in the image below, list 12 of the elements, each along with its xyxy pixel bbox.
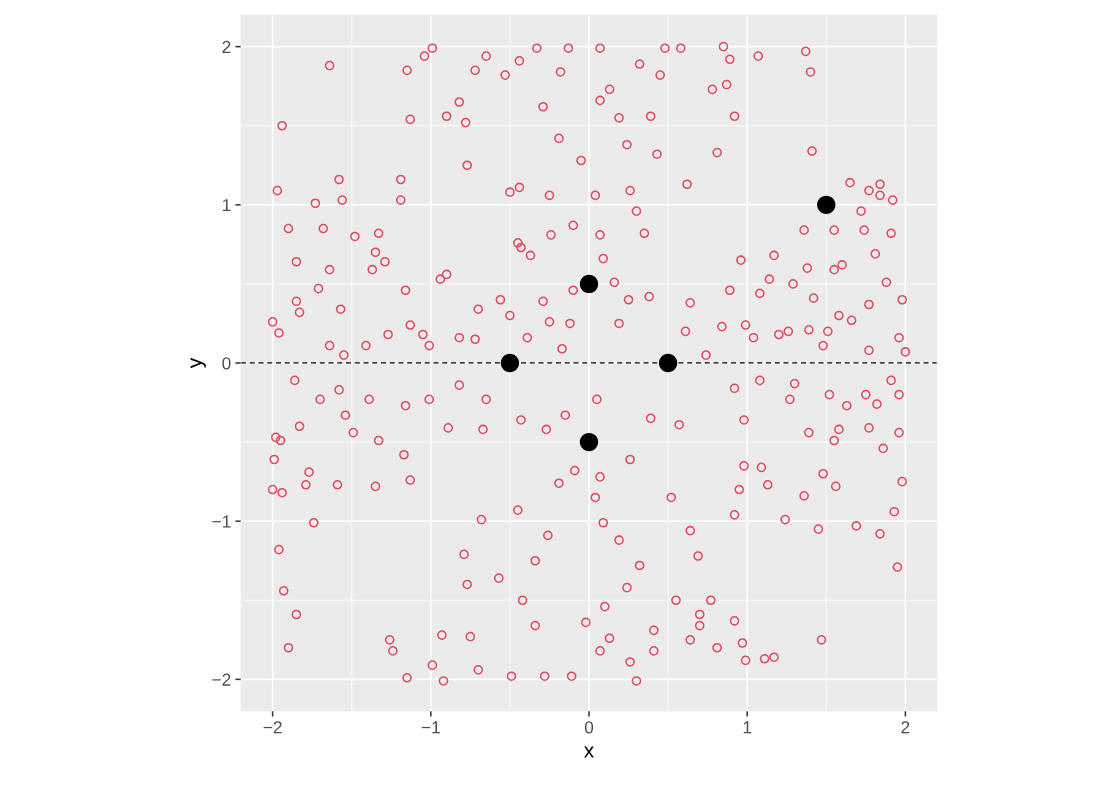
- y-tick-label: 0: [222, 357, 231, 370]
- x-tick-label: 0: [584, 721, 594, 734]
- y-tick-label: −2: [212, 673, 231, 686]
- y-axis-title: y: [190, 357, 206, 369]
- y-tick-label: 1: [222, 199, 231, 212]
- y-tick-label: −1: [212, 515, 231, 528]
- x-tick-label: −1: [421, 721, 440, 734]
- x-axis-title: x: [584, 746, 594, 758]
- x-tick-label: 1: [743, 721, 752, 734]
- x-tick-label: −2: [263, 721, 282, 734]
- x-tick-label: 2: [901, 721, 910, 734]
- y-tick-label: 2: [222, 40, 231, 53]
